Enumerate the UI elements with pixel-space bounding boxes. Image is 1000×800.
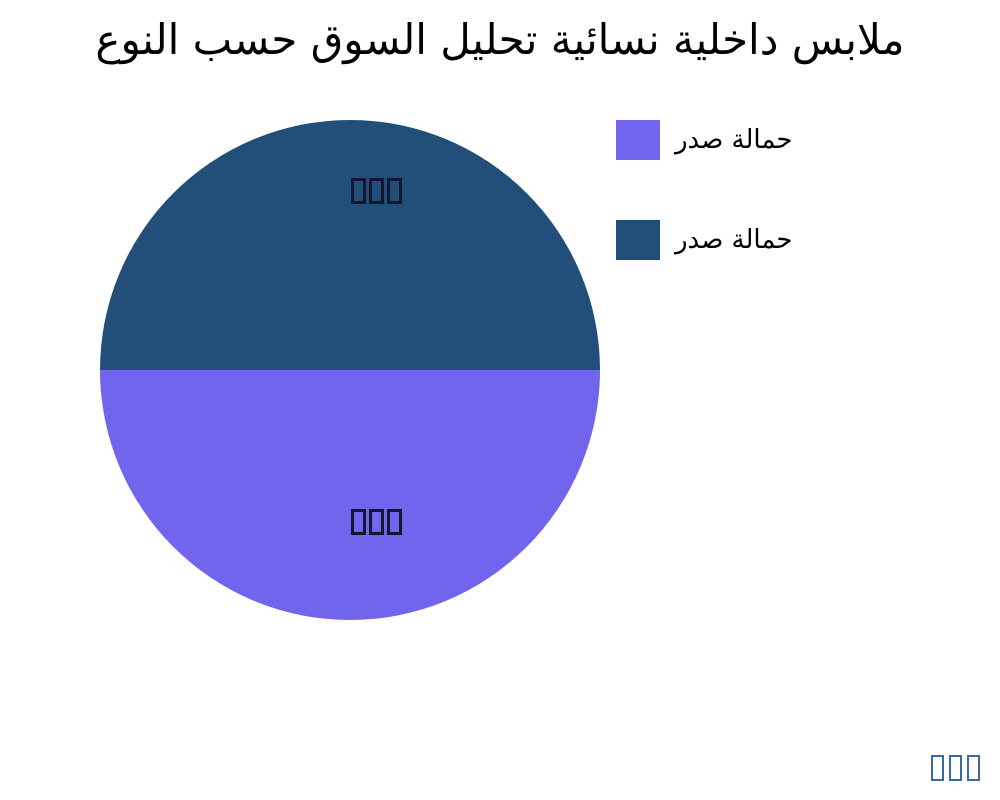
missing-glyph-box — [369, 509, 384, 535]
legend-item: حمالة صدر — [616, 220, 792, 260]
missing-glyph-box — [387, 178, 402, 204]
legend-label: حمالة صدر — [675, 125, 793, 155]
missing-glyph-box — [967, 755, 980, 781]
missing-glyph-box — [369, 178, 384, 204]
legend-item: حمالة صدر — [616, 120, 792, 160]
legend-swatch-icon — [616, 220, 660, 260]
pie-slice — [100, 370, 600, 620]
missing-glyph-box — [351, 509, 366, 535]
missing-glyph-box — [387, 509, 402, 535]
missing-glyph-box — [949, 755, 962, 781]
watermark — [931, 755, 980, 781]
slice-percent-label-top — [351, 178, 402, 204]
missing-glyph-box — [931, 755, 944, 781]
legend-swatch-icon — [616, 120, 660, 160]
chart-title: ملابس داخلية نسائية تحليل السوق حسب النو… — [95, 15, 905, 64]
slice-percent-label-bottom — [351, 509, 402, 535]
missing-glyph-box — [351, 178, 366, 204]
pie-slice — [100, 120, 600, 370]
legend-label: حمالة صدر — [675, 225, 793, 255]
